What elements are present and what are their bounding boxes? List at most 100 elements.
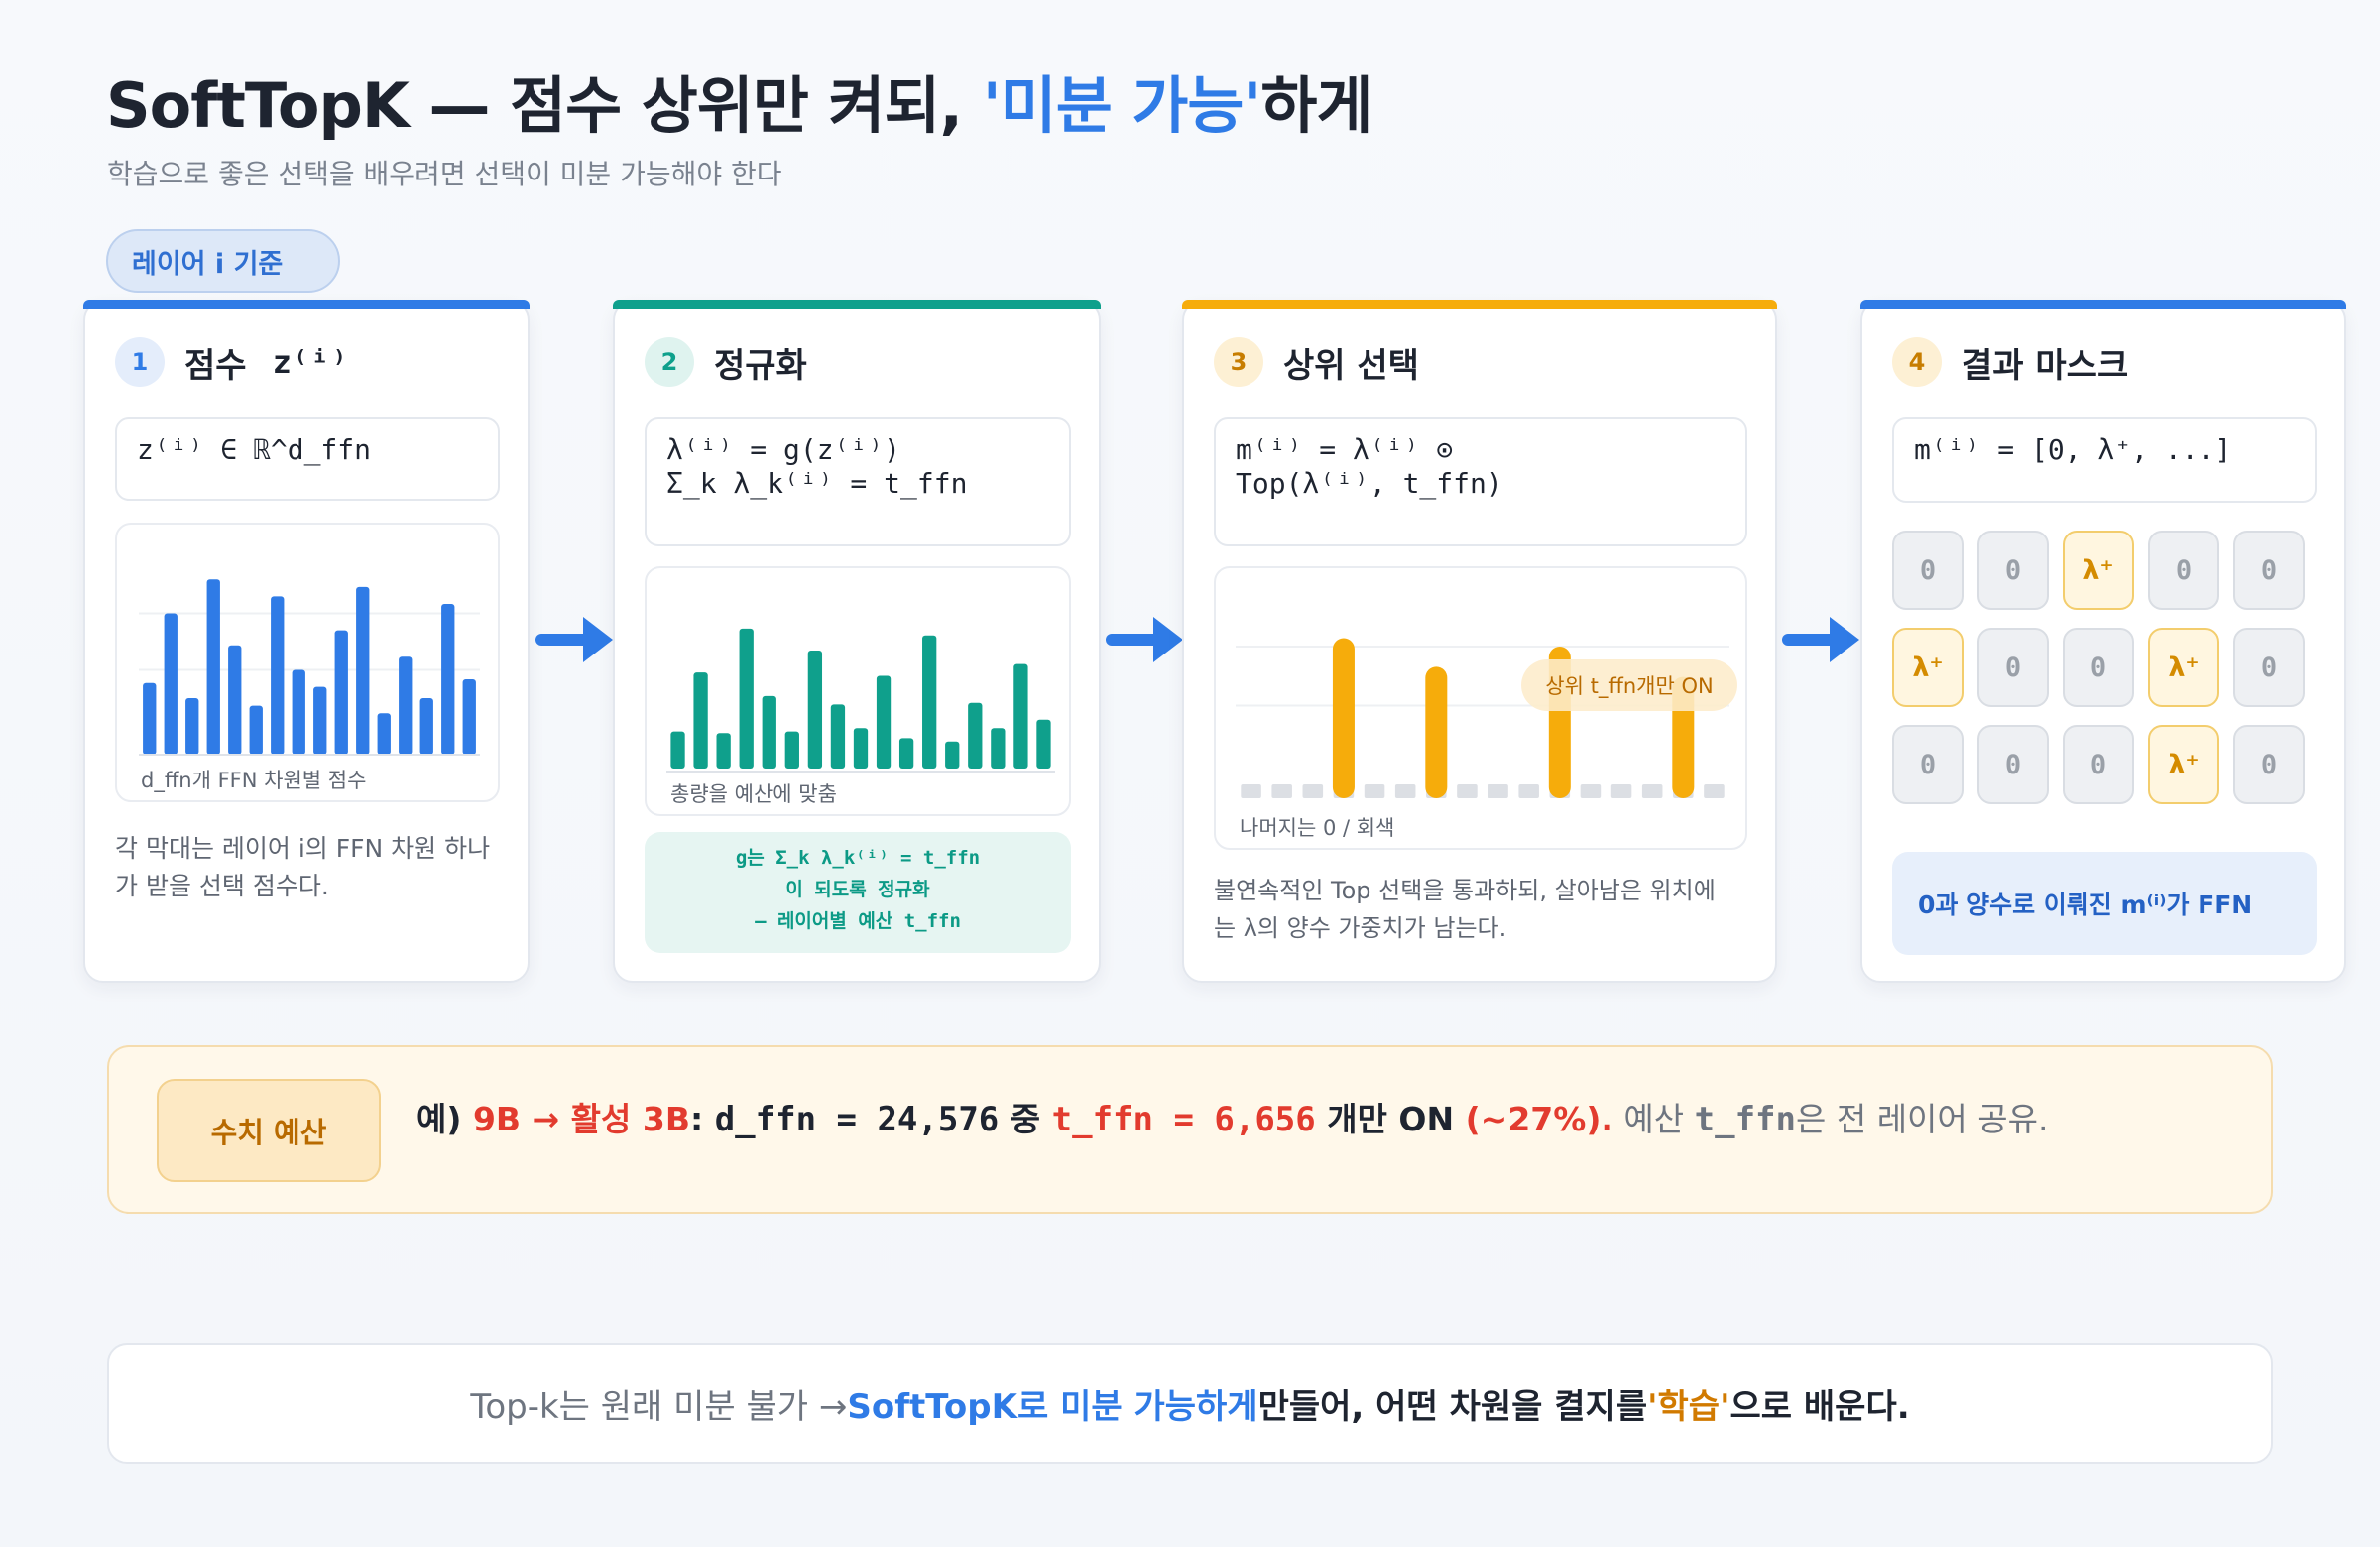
normalized-bar	[739, 628, 754, 769]
budget-pill: 수치 예산	[157, 1079, 381, 1182]
normalized-bar	[693, 672, 708, 769]
active-bar	[1425, 666, 1448, 798]
normalized-bar	[762, 695, 776, 769]
score-bar	[334, 630, 348, 755]
callout-text: 상위 t_ffn개만 ON	[1545, 674, 1713, 699]
inactive-bar	[1518, 784, 1539, 798]
score-bar	[419, 698, 433, 755]
step-label: 점수	[184, 345, 247, 386]
score-bar	[462, 679, 476, 755]
inactive-bar	[1302, 784, 1324, 798]
inactive-bar	[1641, 784, 1663, 798]
inactive-bar	[1580, 784, 1602, 798]
inactive-bar	[1271, 784, 1292, 798]
mask-cell-positive: λ⁺	[2063, 531, 2134, 610]
step-label: 상위 선택	[1283, 345, 1419, 386]
mask-cell-zero: 0	[2233, 531, 2305, 610]
mask-cell-positive: λ⁺	[2148, 628, 2219, 707]
step-number-badge: 2	[645, 337, 694, 387]
mask-cell-zero: 0	[2063, 725, 2134, 804]
mask-cell-zero: 0	[2233, 628, 2305, 707]
budget-text: 예) 9B → 활성 3B: d_ffn = 24,576 중 t_ffn = …	[416, 1100, 2049, 1139]
mask-grid: 0 0 λ⁺ 0 0 λ⁺ 0 0 λ⁺ 0 0 0 0 λ⁺ 0	[1892, 531, 2319, 808]
step-number-badge: 3	[1214, 337, 1263, 387]
page-title: SoftTopK — 점수 상위만 켜되, '미분 가능'하게	[106, 69, 1373, 142]
normalized-bar	[898, 738, 914, 769]
page-subtitle: 학습으로 좋은 선택을 배우려면 선택이 미분 가능해야 한다	[107, 158, 782, 190]
inactive-bar	[1241, 784, 1261, 798]
normalized-bar	[807, 651, 823, 769]
score-bar	[271, 596, 285, 755]
normalized-bar	[784, 731, 799, 769]
score-bar	[164, 613, 178, 755]
mask-cell-positive: λ⁺	[1892, 628, 1964, 707]
mask-cell-positive: λ⁺	[2148, 725, 2219, 804]
mask-cell-zero: 0	[1977, 531, 2049, 610]
normalized-bar	[922, 635, 937, 769]
inactive-bar	[1488, 784, 1508, 798]
step-card-score: 1 점수 z⁽ⁱ⁾ z⁽ⁱ⁾ ∈ ℝ^d_ffn d_ffn개 FFN 차원별 …	[83, 300, 530, 983]
arrow-right-icon	[536, 617, 613, 662]
mask-note: 0과 양수로 이뤄진 m⁽ⁱ⁾가 FFN	[1892, 852, 2317, 955]
mask-cell-zero: 0	[2233, 725, 2305, 804]
step-description: 각 막대는 레이어 i의 FFN 차원 하나 가 받을 선택 점수다.	[115, 834, 491, 900]
step-card-mask: 4 결과 마스크 m⁽ⁱ⁾ = [0, λ⁺, ...] 0 0 λ⁺ 0 0 λ⁺ 0 0 λ…	[1860, 300, 2346, 983]
score-bar-chart: d_ffn개 FFN 차원별 점수	[115, 523, 500, 802]
normalized-bar	[853, 728, 869, 769]
score-bar	[313, 686, 327, 755]
inactive-bar	[1610, 784, 1632, 798]
inactive-bar	[1364, 784, 1385, 798]
score-bar	[249, 705, 263, 755]
inactive-bar	[1394, 784, 1416, 798]
formula-box: m⁽ⁱ⁾ = [0, λ⁺, ...]	[1892, 417, 2317, 503]
normalized-bar	[945, 741, 960, 769]
chart-caption: 나머지는 0 / 회색	[1240, 816, 1395, 840]
mask-cell-zero: 0	[1977, 725, 2049, 804]
mask-cell-zero: 0	[2063, 628, 2134, 707]
inactive-bar	[1457, 784, 1478, 798]
score-bar	[377, 713, 391, 755]
step-card-normalize: 2 정규화 λ⁽ⁱ⁾ = g(z⁽ⁱ⁾) Σ_k λ_k⁽ⁱ⁾ = t_ffn …	[613, 300, 1101, 983]
score-bar	[206, 579, 220, 755]
callout-pill	[1521, 659, 1737, 711]
score-bar	[185, 698, 199, 755]
mask-cell-zero: 0	[2148, 531, 2219, 610]
chart-caption: d_ffn개 FFN 차원별 점수	[141, 769, 367, 792]
normalized-bar	[991, 728, 1006, 769]
score-bar	[399, 656, 413, 755]
normalization-note: g는 Σ_k λ_k⁽ⁱ⁾ = t_ffn 이 되도록 정규화 — 레이어별 예…	[645, 832, 1071, 953]
mask-cell-zero: 0	[1892, 725, 1964, 804]
formula-box: z⁽ⁱ⁾ ∈ ℝ^d_ffn	[115, 417, 500, 501]
step-description: 불연속적인 Top 선택을 통과하되, 살아남은 위치에 는 λ의 양수 가중치…	[1214, 877, 1716, 942]
topk-bar-chart: 상위 t_ffn개만 ON 나머지는 0 / 회색	[1214, 566, 1747, 850]
step-symbol: z⁽ⁱ⁾	[272, 343, 349, 381]
active-bar	[1332, 638, 1355, 798]
formula-box: m⁽ⁱ⁾ = λ⁽ⁱ⁾ ⊙ Top(λ⁽ⁱ⁾, t_ffn)	[1214, 417, 1747, 546]
inactive-bar	[1704, 784, 1725, 798]
normalized-bar	[830, 704, 846, 769]
mask-cell-zero: 0	[1977, 628, 2049, 707]
step-number-badge: 1	[115, 337, 165, 387]
normalized-bar	[968, 702, 983, 769]
step-card-topk: 3 상위 선택 m⁽ⁱ⁾ = λ⁽ⁱ⁾ ⊙ Top(λ⁽ⁱ⁾, t_ffn) 상…	[1182, 300, 1777, 983]
normalized-bar	[670, 731, 685, 769]
summary-box: Top-k는 원래 미분 불가 → SoftTopK로 미분 가능하게 만들어,…	[107, 1343, 2273, 1464]
arrow-right-icon	[1782, 617, 1859, 662]
arrow-right-icon	[1106, 617, 1183, 662]
score-bar	[292, 669, 305, 755]
title-accent: '미분 가능'	[982, 69, 1262, 142]
normalized-bar	[1013, 663, 1028, 769]
formula-box: λ⁽ⁱ⁾ = g(z⁽ⁱ⁾) Σ_k λ_k⁽ⁱ⁾ = t_ffn	[645, 417, 1071, 546]
score-bar	[228, 645, 242, 755]
normalized-bar	[876, 675, 892, 769]
budget-box: 수치 예산 예) 9B → 활성 3B: d_ffn = 24,576 중 t_…	[107, 1045, 2273, 1214]
score-bar	[356, 586, 370, 755]
mask-cell-zero: 0	[1892, 531, 1964, 610]
normalized-bar	[1036, 719, 1051, 769]
layer-pill: 레이어 i 기준	[106, 229, 340, 293]
score-bar	[143, 682, 157, 755]
step-label: 결과 마스크	[1962, 345, 2129, 386]
step-label: 정규화	[714, 345, 807, 386]
step-number-badge: 4	[1892, 337, 1942, 387]
chart-caption: 총량을 예산에 맞춤	[670, 782, 837, 806]
